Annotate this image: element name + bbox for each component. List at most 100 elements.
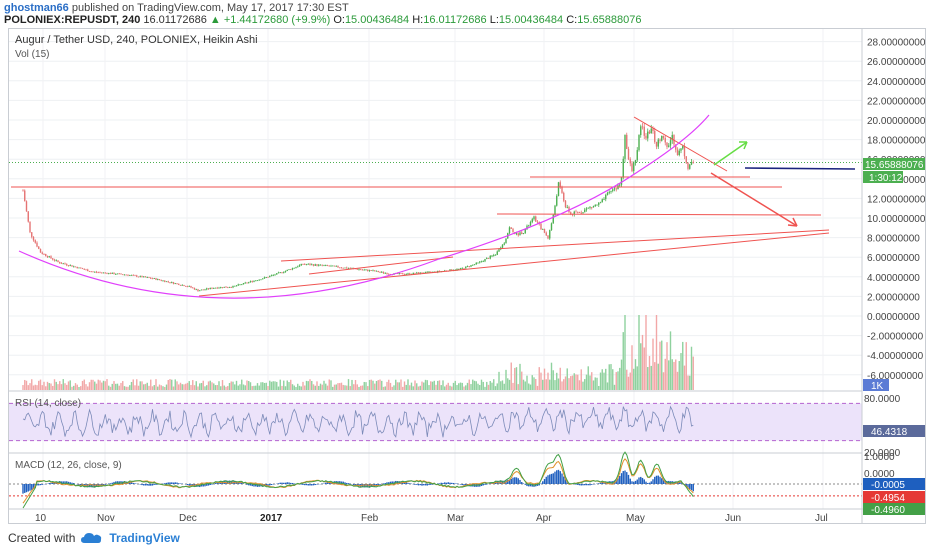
candle-body <box>188 286 190 287</box>
macd-histogram-bar <box>90 484 92 488</box>
volume-bar <box>620 359 623 390</box>
macd-histogram-bar <box>514 477 516 484</box>
macd-histogram-bar <box>657 475 659 484</box>
candle-body <box>680 148 682 151</box>
volume-bar <box>500 381 502 390</box>
macd-histogram-bar <box>620 473 623 484</box>
volume-bar <box>221 380 224 390</box>
volume-bar <box>88 382 91 390</box>
candle-body <box>360 269 362 271</box>
candle-body <box>85 269 87 271</box>
candle-body <box>605 195 607 200</box>
candle-body <box>253 280 255 282</box>
chart-svg[interactable]: 28.00000000 26.00000000 24.00000000 22.0000… <box>9 29 926 524</box>
volume-bar <box>374 383 376 390</box>
macd-histogram-bar <box>377 484 379 486</box>
volume-bar <box>64 383 66 390</box>
candle-body <box>164 280 166 282</box>
candle-body <box>64 263 66 265</box>
macd-histogram-bar <box>267 484 269 486</box>
volume-bar <box>615 372 617 390</box>
tradingview-brand-link[interactable]: TradingView <box>109 531 180 545</box>
macd-histogram-bar <box>132 482 134 484</box>
x-tick-feb: Feb <box>361 513 379 523</box>
volume-bar <box>220 386 222 390</box>
volume-bar <box>134 385 136 390</box>
macd-histogram-bar <box>143 484 145 486</box>
volume-bar <box>284 386 287 390</box>
macd-histogram-bar <box>654 476 656 484</box>
last-price-tag: 15.65888076 <box>865 160 924 171</box>
candle-body <box>288 269 290 271</box>
volume-bar <box>601 369 603 390</box>
candle-body <box>510 227 512 229</box>
candle-body <box>363 269 365 271</box>
volume-bar <box>302 381 304 390</box>
volume-bar <box>160 385 162 390</box>
volume-bar <box>389 382 392 390</box>
macd-histogram-bar <box>39 484 42 486</box>
price-tick-label: 22.00000000 <box>867 96 925 107</box>
volume-bar <box>251 386 253 390</box>
candle-body <box>437 270 439 273</box>
volume-bar <box>335 384 337 390</box>
volume-bar <box>683 365 686 390</box>
volume-bar <box>123 386 126 390</box>
volume-bar <box>206 385 208 390</box>
volume-bar <box>528 383 530 390</box>
candle-body <box>36 242 38 247</box>
candle-body <box>277 272 280 274</box>
close-value: 15.65888076 <box>577 14 642 26</box>
macd-histogram-bar <box>447 482 449 484</box>
volume-bar <box>270 381 273 390</box>
macd-histogram-bar <box>363 484 365 488</box>
candle-body <box>666 142 668 147</box>
candle-body <box>111 272 113 274</box>
macd-histogram-bar <box>543 479 546 484</box>
volume-bar <box>543 368 546 390</box>
candle-body <box>218 287 220 289</box>
candle-body <box>228 287 231 288</box>
candle-body <box>248 282 250 283</box>
candle-body <box>52 258 54 260</box>
chart-area[interactable]: 28.00000000 26.00000000 24.00000000 22.0000… <box>8 28 926 524</box>
macd-histogram-bar <box>200 484 203 487</box>
candle-body <box>244 282 246 284</box>
macd-histogram-bar <box>690 484 693 491</box>
candle-body <box>151 278 154 280</box>
candle-body <box>426 271 428 273</box>
macd-histogram-bar <box>542 481 544 484</box>
volume-bar <box>423 382 425 390</box>
candle-body <box>67 265 70 267</box>
volume-bar <box>368 379 371 390</box>
volume-bar <box>669 331 672 390</box>
x-tick-oct: 10 <box>35 513 47 523</box>
candle-body <box>143 276 145 278</box>
volume-bar <box>31 379 33 390</box>
volume-bar <box>69 380 71 390</box>
candle-body <box>479 261 481 263</box>
macd-histogram-bar <box>545 476 547 484</box>
countdown-tag-bg <box>863 171 903 183</box>
macd-histogram-bar <box>141 484 143 486</box>
candle-body <box>356 268 358 270</box>
volume-bar <box>452 382 455 390</box>
volume-bar <box>132 379 134 390</box>
macd-histogram-bar <box>48 482 50 484</box>
candle-body <box>458 268 460 270</box>
candle-body <box>318 264 320 266</box>
macd-histogram-bar <box>480 484 483 487</box>
candle-body <box>375 270 378 272</box>
volume-bar <box>687 375 689 390</box>
support-trendline <box>198 232 830 297</box>
author-link[interactable]: ghostman66 <box>4 2 69 14</box>
macd-histogram-bar <box>557 469 560 484</box>
volume-bar <box>24 379 26 390</box>
volume-bar <box>458 383 460 390</box>
candle-body <box>598 202 600 205</box>
price-pane-bg <box>9 29 862 391</box>
macd-pane <box>9 451 862 509</box>
volume-bar <box>603 372 605 390</box>
candle-body <box>174 283 176 285</box>
volume-bar <box>463 386 465 390</box>
